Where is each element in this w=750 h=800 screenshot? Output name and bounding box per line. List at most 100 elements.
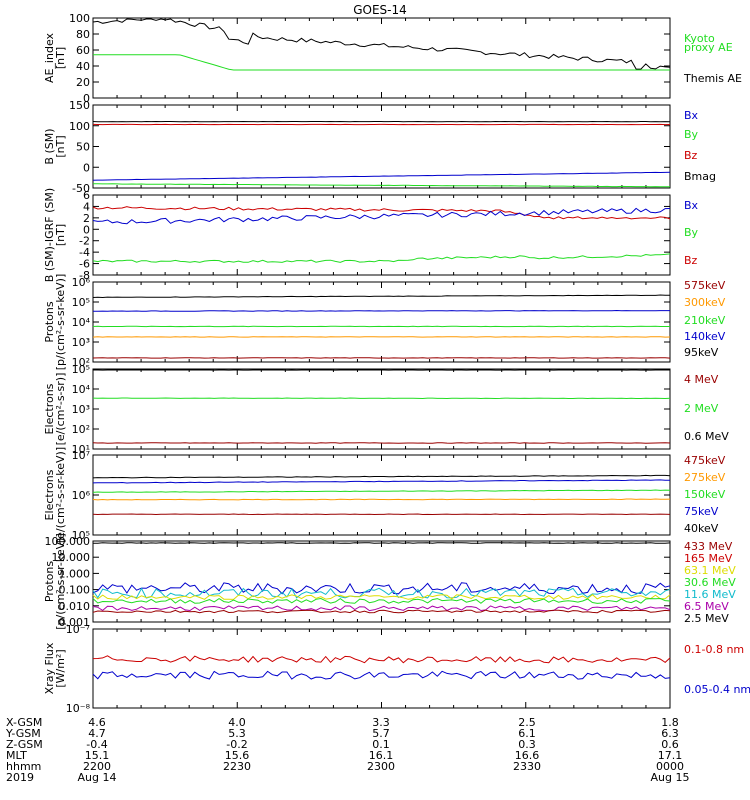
panel-frame	[92, 104, 671, 189]
legend-entry: 0.05-0.4 nm	[684, 683, 750, 696]
x-row-value: 4.0	[228, 716, 246, 729]
legend-entry: 4 MeV	[684, 373, 719, 386]
y-axis-label: [W/m²]	[54, 649, 67, 687]
y-tick-label: 6	[83, 189, 90, 202]
legend-entry: 140keV	[684, 330, 726, 343]
x-row-value: 2230	[223, 760, 251, 773]
panel-protons_lo: 10² 10³ 10⁴ 10⁵ 10⁶ Protons[p/(cm²-s-sr-keV)]…	[43, 274, 726, 371]
y-tick-label: 10³	[72, 403, 90, 416]
series-line-275kev	[92, 498, 671, 501]
series-line-bx	[92, 171, 671, 181]
panel-frame	[92, 368, 671, 450]
legend-entry: 2 MeV	[684, 402, 719, 415]
panel-electrons_hi: 10¹ 10² 10³ 10⁴ 10⁵ Electrons[e/(cm²-s-sr)] 4 …	[43, 363, 729, 456]
legend-entry: 0.6 MeV	[684, 430, 729, 443]
y-tick-label: 100	[69, 12, 90, 25]
y-tick-label: 10.000	[52, 551, 91, 564]
y-tick-label: -4	[79, 246, 90, 259]
series-line-by	[93, 183, 671, 188]
figure-title: GOES-14	[353, 3, 407, 17]
series-line-95kev	[92, 294, 670, 299]
x-row-label: 2019	[6, 771, 34, 784]
x-row-label: MLT	[6, 749, 27, 762]
y-tick-label: 10³	[72, 336, 90, 349]
panel-xray: 10⁻⁸ 10⁻⁷ Xray Flux[W/m²] 0.1-0.8 nm 0.05-0.…	[43, 623, 750, 715]
series-line-150kev	[92, 489, 671, 493]
series-line-bz	[92, 206, 671, 220]
panel-electrons_lo: 10⁵ 10⁶ 10⁷ Electrons[e/(cm²-s-sr-keV)] 475k…	[43, 447, 726, 543]
y-axis-label: Xray Flux	[43, 642, 56, 694]
legend-entry: By	[684, 226, 699, 239]
y-tick-label: 10²	[72, 423, 90, 436]
x-row-value: 4.6	[88, 716, 106, 729]
legend-entry: 210keV	[684, 314, 726, 327]
y-tick-label: 0	[83, 92, 90, 105]
y-tick-label: 0.100	[59, 584, 91, 597]
series-line-by	[92, 253, 671, 263]
legend-entry: Bx	[684, 199, 699, 212]
y-tick-label: 10⁷	[72, 449, 90, 462]
x-row-value: 17.1	[658, 749, 683, 762]
legend-entry: 433 MeV	[684, 540, 733, 553]
y-axis-label: Protons	[43, 301, 56, 342]
legend-entry: 0.1-0.8 nm	[684, 643, 744, 656]
y-axis-label: [e/(cm²-s-sr-keV)]	[54, 447, 67, 543]
legend-entry: 150keV	[684, 488, 726, 501]
y-tick-label: 10¹	[72, 443, 90, 456]
y-tick-label: -50	[72, 182, 90, 195]
y-tick-label: -2	[79, 235, 90, 248]
legend-entry: Kyoto	[684, 32, 715, 45]
legend-entry: 95keV	[684, 346, 719, 359]
x-row-label: Z-GSM	[6, 738, 43, 751]
y-axis-label: [p/(cm²-s-sr-keV)]	[54, 274, 67, 371]
y-tick-label: 60	[76, 44, 90, 57]
legend-entry: 475keV	[684, 454, 726, 467]
x-row-value: -0.2	[226, 738, 247, 751]
y-axis-label: [e/(cm²-s-sr)]	[54, 373, 67, 446]
panel-bsm: -50 0 50 100 150 B (SM)[nT] Bx By Bz Bmag	[43, 99, 716, 195]
y-tick-label: 10⁵	[72, 363, 90, 376]
y-axis-label: [nT]	[54, 135, 67, 157]
panel-frame	[92, 194, 671, 276]
y-axis-label: [p/(cm²-s-sr-keV)]	[54, 533, 67, 630]
series-line-475kev	[92, 513, 671, 516]
series-line-40kev	[92, 474, 671, 479]
series-line-63-1-mev	[92, 587, 671, 599]
legend-entry: 40keV	[684, 522, 719, 535]
x-row-value: -0.4	[86, 738, 107, 751]
legend-entry: Bx	[684, 109, 699, 122]
series-line-433-mev	[93, 542, 671, 544]
y-tick-label: 1.000	[59, 567, 91, 580]
x-row-value: 15.1	[85, 749, 110, 762]
y-tick-label: 20	[76, 76, 90, 89]
panel-frame	[92, 628, 671, 709]
legend-entry: By	[684, 128, 699, 141]
series-line-6-5-mev	[92, 605, 671, 612]
x-row-value: 0.3	[518, 738, 536, 751]
y-tick-label: 4	[83, 200, 90, 213]
x-row-value: 16.6	[515, 749, 540, 762]
y-axis-label: Electrons	[43, 469, 56, 520]
x-row-label: X-GSM	[6, 716, 42, 729]
x-row-value: 2330	[513, 760, 541, 773]
legend-entry: Bmag	[684, 170, 716, 183]
legend-entry: proxy AE	[684, 41, 733, 54]
y-tick-label: 10⁶	[72, 489, 91, 502]
x-row-value: 2200	[83, 760, 111, 773]
y-tick-label: 0.001	[59, 616, 91, 629]
x-row-value: 0.1	[372, 738, 390, 751]
x-row-value: Aug 15	[651, 771, 690, 784]
y-tick-label: 10⁴	[72, 316, 91, 329]
y-tick-label: 2	[83, 212, 90, 225]
y-axis-label: AE_index	[43, 32, 56, 83]
y-tick-label: 10⁵	[72, 529, 90, 542]
legend-entry: 6.5 MeV	[684, 600, 729, 613]
series-line-0	[92, 18, 671, 70]
y-axis-label: Electrons	[43, 383, 56, 434]
x-row-value: 3.3	[372, 716, 390, 729]
y-tick-label: 10⁶	[72, 276, 91, 289]
x-row-value: 0000	[656, 760, 684, 773]
x-row-value: 6.3	[661, 727, 679, 740]
y-axis-label: B (SM)	[43, 128, 56, 164]
